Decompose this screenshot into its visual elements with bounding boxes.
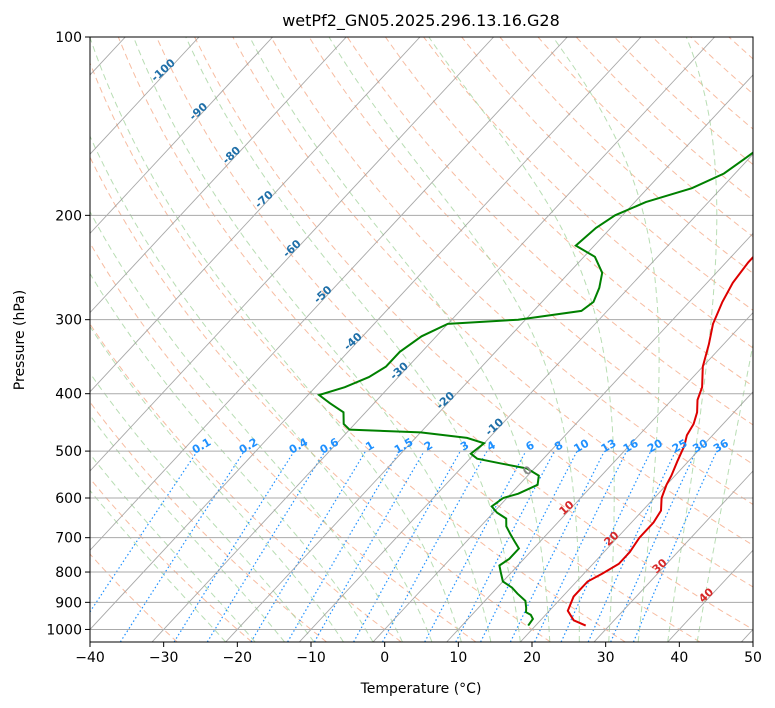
moist-adiabat	[249, 37, 551, 642]
dry-adiabat	[423, 37, 753, 349]
y-tick-label: 700	[55, 531, 82, 547]
moist-adiabat	[552, 37, 660, 642]
isotherm-line	[298, 153, 753, 642]
isotherm-line	[90, 37, 494, 472]
y-tick-label: 500	[55, 444, 82, 460]
y-tick-label: 400	[55, 387, 82, 403]
y-tick-label: 900	[55, 595, 82, 611]
x-tick-label: 20	[523, 650, 541, 666]
isotherm-line	[90, 37, 200, 155]
mixing-ratio-line	[610, 450, 697, 642]
mixing-ratio-line	[90, 450, 198, 613]
mixing-ratio-line	[509, 450, 605, 642]
mixing-ratio-line	[480, 450, 578, 642]
isotherm-line	[225, 74, 753, 642]
mixing-ratio-line	[381, 450, 488, 642]
dewpoint-profile	[316, 151, 753, 627]
dry-adiabat	[461, 37, 753, 311]
x-tick-label: 0	[380, 650, 389, 666]
x-tick-label: 30	[597, 650, 615, 666]
isobar-gridlines	[90, 37, 753, 630]
moist-adiabat	[90, 272, 374, 642]
x-tick-label: 50	[744, 650, 762, 666]
moist-adiabat	[90, 372, 315, 642]
y-tick-label: 600	[55, 491, 82, 507]
x-tick-label: −20	[223, 650, 253, 666]
mixing-ratio-line	[119, 450, 245, 642]
isotherm-line	[151, 37, 715, 642]
moist-adiabat	[133, 37, 492, 642]
plot-background	[90, 37, 753, 642]
dry-adiabat	[232, 37, 753, 546]
y-tick-label: 200	[55, 208, 82, 224]
moist-adiabat	[667, 37, 718, 642]
dry-adiabat	[270, 37, 753, 505]
y-tick-label: 800	[55, 565, 82, 581]
isotherm-line	[90, 37, 273, 235]
temperature-profile	[566, 255, 753, 627]
isotherm-line	[593, 470, 753, 642]
isotherm-line	[90, 37, 421, 393]
dry-adiabat	[156, 37, 753, 630]
isotherm-line	[90, 37, 642, 631]
dry-adiabat	[194, 37, 753, 588]
isotherm-line	[90, 37, 568, 551]
x-axis-label: Temperature (°C)	[360, 681, 482, 697]
x-tick-label: −40	[75, 650, 105, 666]
isotherm-line	[446, 311, 753, 642]
background-lines	[90, 37, 775, 642]
moist-adiabat	[90, 37, 462, 642]
moist-adiabat	[696, 341, 753, 642]
dry-adiabat	[90, 242, 477, 642]
x-tick-label: 10	[449, 650, 467, 666]
x-tick-label: −10	[296, 650, 326, 666]
moist-adiabat	[90, 325, 344, 642]
moist-adiabat	[90, 414, 285, 642]
moist-adiabat	[90, 135, 433, 642]
y-tick-label: 1000	[46, 622, 82, 638]
mixing-ratio-line	[424, 450, 527, 642]
dry-adiabat	[90, 553, 178, 642]
mixing-ratio-line	[173, 450, 295, 642]
mixing-ratio-line	[206, 450, 326, 642]
moist-adiabat	[185, 37, 521, 642]
dry-adiabat	[90, 156, 551, 642]
dry-adiabat	[767, 37, 775, 642]
axes: −40 −30 −20 −10 0 10 20 30 40 50 100 200 300 400 500 60…	[46, 30, 762, 666]
dry-adiabat	[90, 477, 253, 642]
y-tick-label: 100	[55, 30, 82, 46]
isotherm-line	[519, 391, 753, 642]
moist-adiabat	[90, 210, 403, 642]
dry-adiabat	[384, 37, 753, 387]
dry-adiabat	[90, 61, 626, 642]
x-tick-label: 40	[670, 650, 688, 666]
x-tick-label: −30	[149, 650, 179, 666]
sounding-profiles	[316, 151, 753, 627]
y-tick-label: 300	[55, 313, 82, 329]
mixing-ratio-line	[353, 450, 461, 642]
chart-title: wetPf2_GN05.2025.296.13.16.G28	[282, 11, 560, 31]
moist-adiabat	[428, 37, 615, 642]
plot-frame	[89, 36, 754, 643]
y-axis-label: Pressure (hPa)	[12, 290, 28, 390]
dry-adiabat	[117, 37, 701, 642]
isotherm-line	[90, 37, 347, 314]
isotherm-line	[372, 232, 753, 642]
moist-adiabat	[328, 37, 580, 642]
